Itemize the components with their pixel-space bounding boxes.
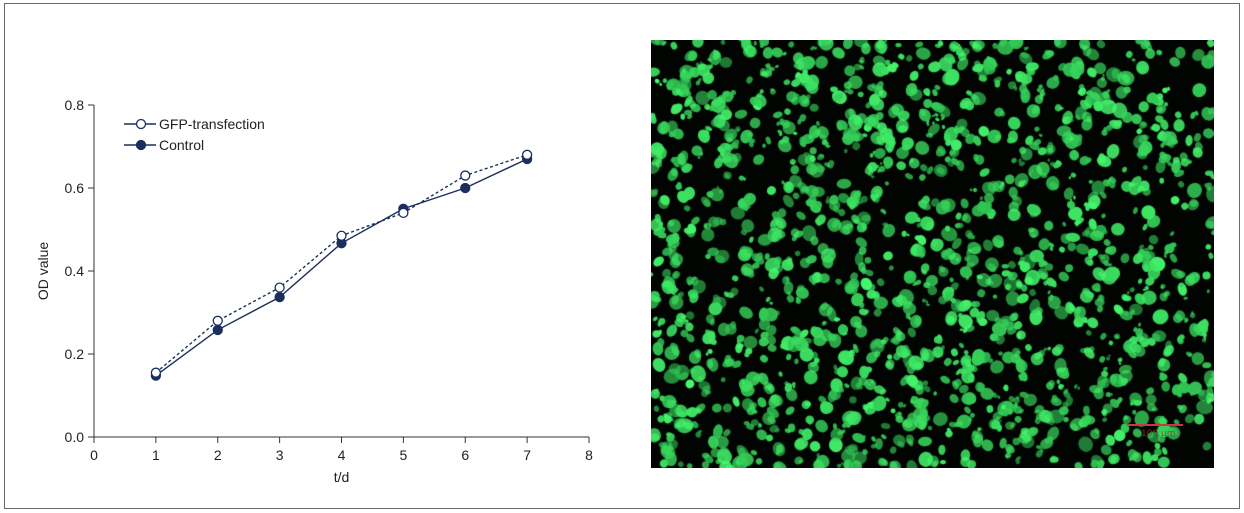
x-tick-label: 3 (276, 447, 284, 463)
legend-entry: Control (159, 137, 204, 153)
x-tick-label: 6 (461, 447, 469, 463)
data-point (212, 324, 223, 336)
data-point (521, 149, 533, 160)
x-tick-label: 2 (214, 447, 222, 463)
data-point (274, 291, 285, 303)
y-axis-label: OD value (35, 242, 51, 301)
scale-bar (1127, 424, 1183, 426)
data-point (398, 207, 409, 219)
x-tick-label: 8 (585, 447, 593, 463)
micrograph-image (651, 40, 1214, 468)
y-tick-label: 0.8 (65, 97, 85, 113)
growth-curve-chart: 0 1 2 3 4 5 6 7 8 0.0 0.2 0.4 0.6 0.8 t/d OD value GFP-t… (0, 0, 620, 513)
legend-marker (135, 118, 147, 130)
gfp-fluorescence-micrograph: 100 μm (651, 40, 1214, 468)
legend-marker (135, 139, 147, 151)
x-tick-label: 7 (523, 447, 531, 463)
series-line-control (155, 158, 528, 377)
data-point (460, 170, 471, 181)
data-point (336, 230, 347, 241)
y-tick-label: 0.6 (65, 180, 85, 196)
x-tick-label: 0 (90, 447, 98, 463)
legend-entry: GFP-transfection (159, 116, 265, 132)
x-tick-label: 5 (399, 447, 407, 463)
data-point (150, 367, 162, 378)
data-point (212, 315, 223, 326)
x-tick-label: 1 (152, 447, 160, 463)
scale-bar-label: 100 μm (1141, 429, 1176, 439)
data-point (460, 182, 471, 194)
y-tick-label: 0.4 (65, 263, 85, 279)
y-tick-label: 0.0 (65, 429, 85, 445)
data-point (274, 282, 285, 293)
x-axis-label: t/d (334, 469, 350, 485)
y-tick-label: 0.2 (65, 346, 85, 362)
chart-svg: 0 1 2 3 4 5 6 7 8 0.0 0.2 0.4 0.6 0.8 t/d OD value GFP-t… (35, 97, 593, 485)
series-line-gfp-transfection (155, 154, 528, 374)
x-tick-label: 4 (338, 447, 346, 463)
